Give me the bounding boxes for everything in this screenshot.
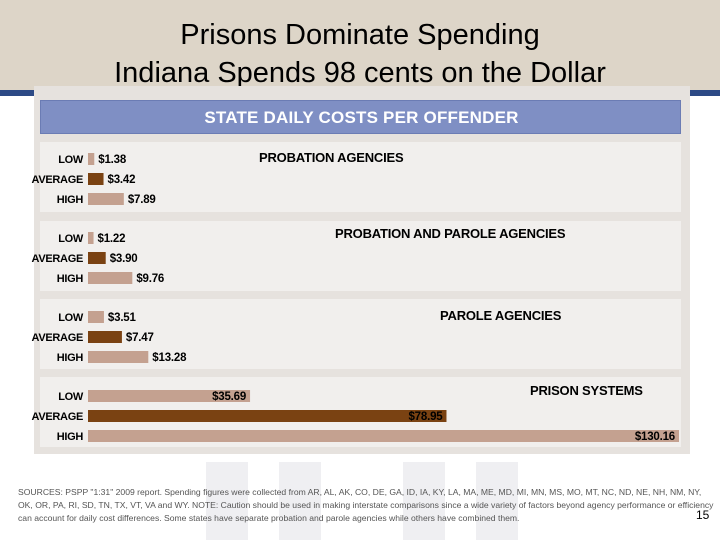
bar	[88, 153, 95, 165]
bar-value-label: $1.22	[98, 233, 126, 245]
bar	[88, 232, 94, 244]
bar	[88, 173, 104, 185]
slide-subtitle: Indiana Spends 98 cents on the Dollar	[114, 57, 606, 89]
bar-category-label: AVERAGE	[32, 174, 83, 186]
bar	[88, 331, 122, 343]
bar-value-label: $9.76	[136, 273, 164, 285]
bar-category-label: LOW	[58, 391, 84, 403]
bar-category-label: AVERAGE	[32, 332, 83, 344]
bar	[88, 272, 133, 284]
group-heading: PROBATION AGENCIES	[259, 150, 404, 165]
bar	[88, 390, 251, 402]
bar	[88, 252, 106, 264]
bar-category-label: LOW	[58, 312, 84, 324]
ghost-column	[403, 462, 445, 540]
bar-value-label: $3.42	[108, 174, 136, 186]
bar	[88, 193, 124, 205]
bar-value-label: $78.95	[408, 411, 443, 423]
accent-strip-left	[0, 90, 34, 96]
ghost-column	[206, 462, 248, 540]
bar-category-label: LOW	[58, 233, 84, 245]
chart-title: STATE DAILY COSTS PER OFFENDER	[204, 108, 519, 127]
group-band-probation	[40, 142, 681, 212]
page-number: 15	[696, 508, 710, 522]
ghost-column	[279, 462, 321, 540]
bar-value-label: $7.89	[128, 194, 156, 206]
group-heading: PRISON SYSTEMS	[530, 383, 643, 398]
sources-note: SOURCES: PSPP "1:31" 2009 report. Spendi…	[18, 487, 714, 523]
bar	[88, 311, 104, 323]
chart-header: STATE DAILY COSTS PER OFFENDER	[40, 100, 681, 134]
bar-value-label: $1.38	[98, 154, 127, 166]
bar-value-label: $130.16	[635, 431, 675, 443]
accent-strip-right	[690, 90, 720, 96]
group-heading: PAROLE AGENCIES	[440, 308, 562, 323]
ghost-column	[476, 462, 518, 540]
bar-category-label: HIGH	[57, 194, 84, 206]
bar-category-label: HIGH	[57, 352, 84, 364]
bar-category-label: HIGH	[57, 273, 84, 285]
bar-category-label: HIGH	[57, 431, 84, 443]
slide-title: Prisons Dominate Spending	[180, 19, 540, 51]
group-band-probation-parole	[40, 221, 681, 291]
bar-value-label: $35.69	[212, 391, 246, 403]
bar-value-label: $7.47	[126, 332, 154, 344]
bar-value-label: $3.51	[108, 312, 137, 324]
bar	[88, 410, 447, 422]
title-band	[0, 0, 720, 92]
group-heading: PROBATION AND PAROLE AGENCIES	[335, 226, 566, 241]
bar-value-label: $3.90	[110, 253, 138, 265]
bar	[88, 351, 149, 363]
bar-category-label: AVERAGE	[32, 411, 83, 423]
bar-category-label: AVERAGE	[32, 253, 83, 265]
bar-value-label: $13.28	[152, 352, 187, 364]
bar-category-label: LOW	[58, 154, 84, 166]
bar	[88, 430, 679, 442]
